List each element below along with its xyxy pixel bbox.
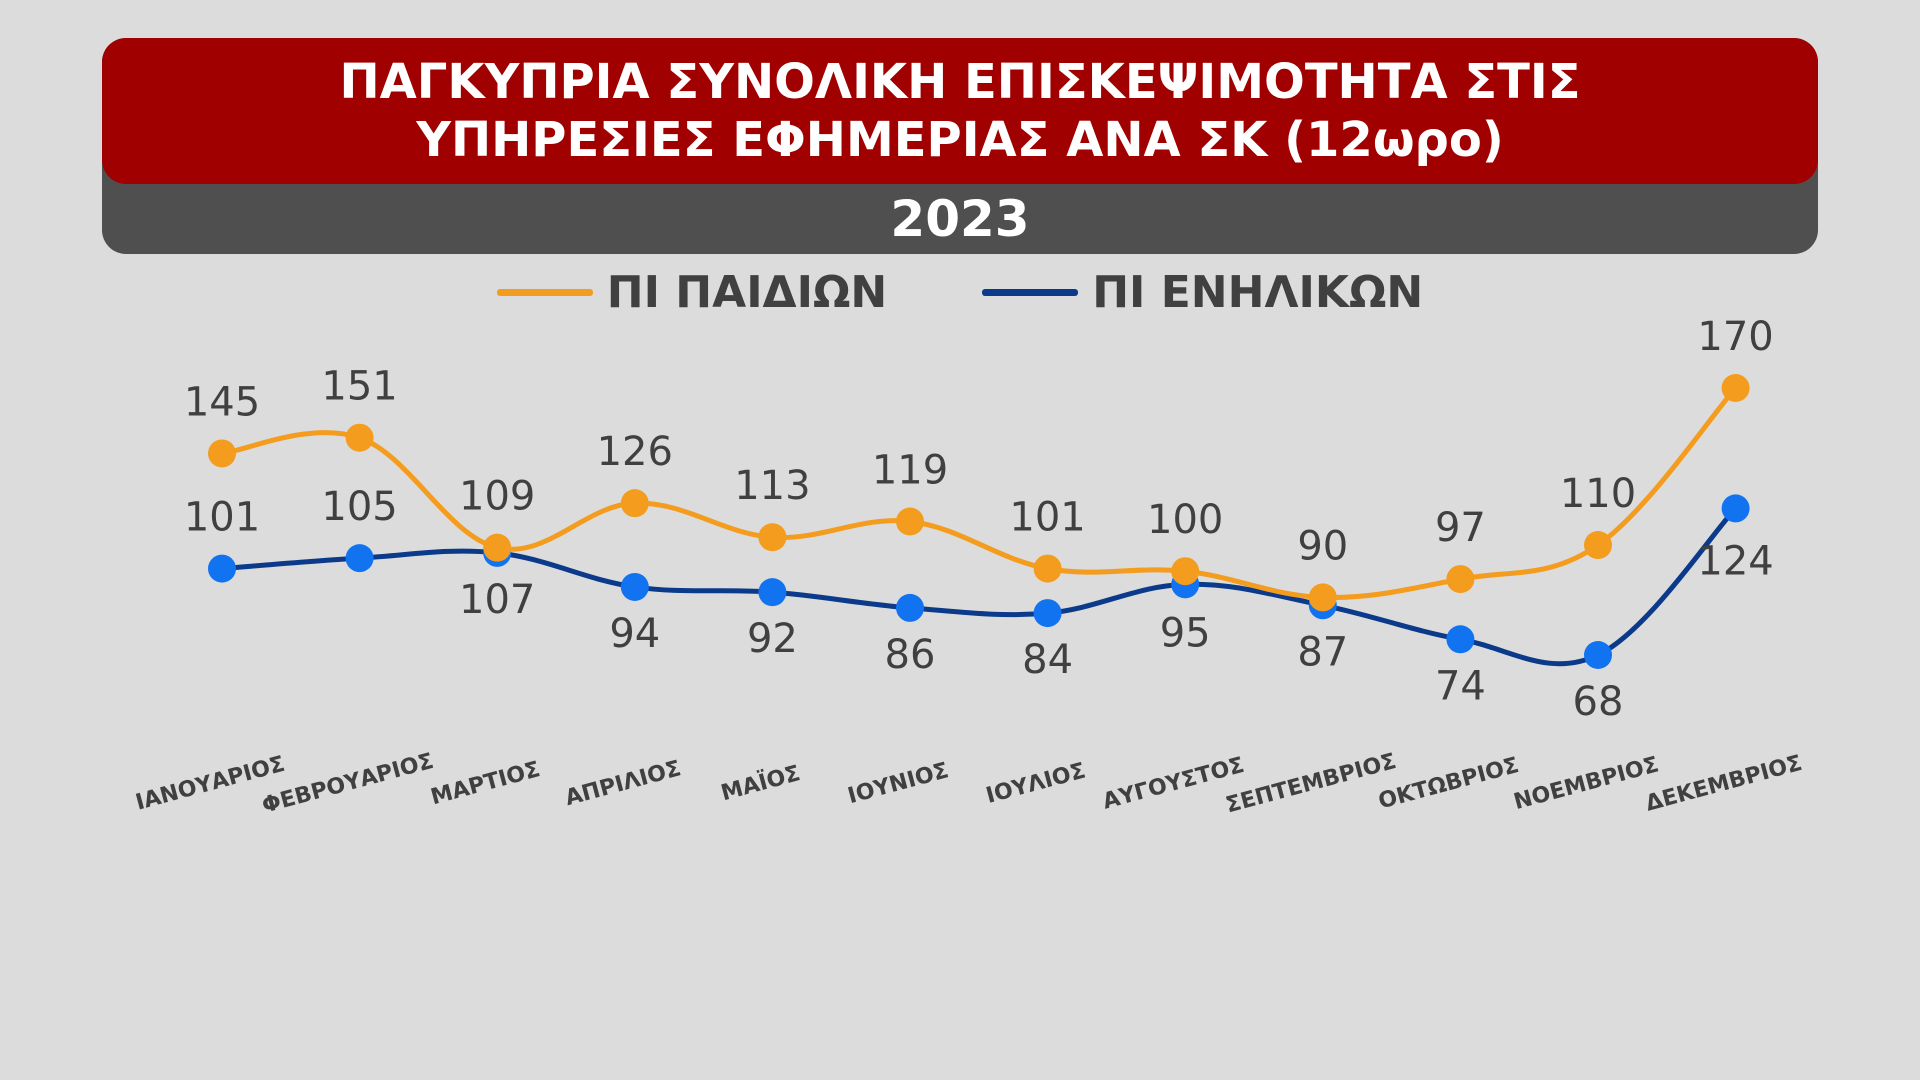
point-enilikon-10 [1584,641,1612,669]
point-paidion-3 [620,489,649,518]
x-tick-label-2: ΜΑΡΤΙΟΣ [428,757,543,810]
data-label-enilikon-0: 101 [184,495,260,541]
point-paidion-9 [1446,565,1475,594]
data-label-paidion-7: 100 [1147,497,1223,543]
point-enilikon-9 [1446,625,1475,654]
legend: ΠΙ ΠΑΙΔΙΩΝ ΠΙ ΕΝΗΛΙΚΩΝ [0,262,1920,322]
legend-swatch-enilikon [982,288,1079,296]
point-enilikon-6 [1033,599,1062,628]
legend-label-paidion: ΠΙ ΠΑΙΔΙΩΝ [606,266,888,318]
data-label-paidion-10: 110 [1560,471,1636,517]
data-label-enilikon-11: 124 [1697,538,1773,584]
point-enilikon-1 [345,544,374,573]
data-label-enilikon-5: 86 [885,632,936,678]
legend-label-enilikon: ΠΙ ΕΝΗΛΙΚΩΝ [1092,266,1424,318]
data-label-enilikon-3: 94 [609,611,660,657]
x-tick-label-6: ΙΟΥΛΙΟΣ [984,758,1089,808]
data-label-enilikon-7: 95 [1160,610,1211,656]
data-label-enilikon-8: 87 [1297,629,1348,675]
data-label-paidion-2: 109 [459,474,535,520]
x-tick-label-11: ΔΕΚΕΜΒΡΙΟΣ [1643,751,1805,817]
chart-title: ΠΑΓΚΥΠΡΙΑ ΣΥΝΟΛΙΚΗ ΕΠΙΣΚΕΨΙΜΟΤΗΤΑ ΣΤΙΣ Υ… [339,54,1581,168]
point-enilikon-5 [896,593,924,622]
x-tick-label-1: ΦΕΒΡΟΥΑΡΙΟΣ [260,749,437,819]
x-tick-label-3: ΑΠΡΙΛΙΟΣ [563,756,684,811]
chart-subtitle-year: 2023 [890,190,1030,248]
point-paidion-10 [1584,531,1612,560]
point-paidion-2 [483,533,512,562]
data-label-paidion-3: 126 [597,429,673,475]
legend-item-enilikon: ΠΙ ΕΝΗΛΙΚΩΝ [982,267,1423,318]
point-enilikon-11 [1721,494,1750,523]
series-line-paidion [219,385,1739,601]
data-label-enilikon-4: 92 [747,616,798,662]
point-paidion-5 [896,507,924,536]
x-tick-label-8: ΣΕΠΤΕΜΒΡΙΟΣ [1223,749,1399,818]
point-paidion-11 [1721,374,1750,402]
x-tick-label-4: ΜΑΪΟΣ [718,760,803,806]
point-paidion-8 [1308,583,1337,612]
point-enilikon-3 [620,572,649,601]
series-line-enilikon [219,505,1739,667]
x-tick-label-7: ΑΥΓΟΥΣΤΟΣ [1100,753,1247,815]
data-label-enilikon-9: 74 [1435,663,1486,709]
data-label-enilikon-6: 84 [1022,637,1073,683]
data-label-enilikon-10: 68 [1573,679,1624,725]
legend-item-paidion: ΠΙ ΠΑΙΔΙΩΝ [496,266,888,318]
data-label-paidion-4: 113 [734,463,810,509]
data-label-paidion-1: 151 [321,364,397,410]
x-tick-label-9: ΟΚΤΩΒΡΙΟΣ [1376,753,1522,814]
data-label-paidion-5: 119 [872,448,948,494]
point-paidion-4 [758,523,787,552]
point-paidion-0 [208,439,236,468]
point-enilikon-0 [208,554,236,583]
title-box: ΠΑΓΚΥΠΡΙΑ ΣΥΝΟΛΙΚΗ ΕΠΙΣΚΕΨΙΜΟΤΗΤΑ ΣΤΙΣ Υ… [102,38,1818,184]
data-label-enilikon-1: 105 [321,484,397,530]
data-label-paidion-11: 170 [1697,314,1773,360]
x-tick-label-10: ΝΟΕΜΒΡΙΟΣ [1511,752,1661,815]
point-paidion-7 [1171,557,1200,586]
data-label-enilikon-2: 107 [459,577,535,623]
data-label-paidion-9: 97 [1435,505,1486,551]
point-enilikon-4 [758,578,787,607]
data-label-paidion-8: 90 [1297,523,1348,569]
legend-swatch-paidion [496,288,593,296]
data-label-paidion-6: 101 [1009,495,1085,541]
data-label-paidion-0: 145 [184,379,260,425]
x-tick-label-5: ΙΟΥΝΙΟΣ [845,758,951,809]
point-paidion-6 [1033,554,1062,583]
point-paidion-1 [345,423,374,452]
